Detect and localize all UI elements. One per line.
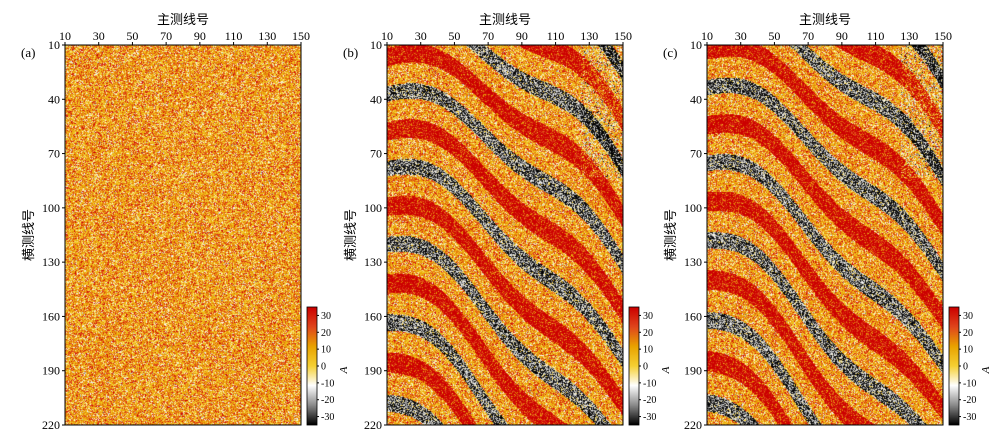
panel-c-colorbar-tick-label: 20 [963,328,973,339]
panel-c-colorbar-tick-label: 10 [963,345,973,356]
panel-b-colorbar-tick-label: 30 [643,311,653,322]
panel-c-colorbar-tick-label: 0 [963,362,968,373]
panel-c-heatmap [707,45,943,425]
panel-b-colorbar-tick-label: 20 [643,328,653,339]
panel-b-x-tick-label: 130 [580,29,598,43]
panel-c-y-tick-label: 100 [684,201,702,215]
panel-c-x-tick-label: 50 [768,29,780,43]
panel-b-colorbar [629,307,639,425]
panel-a-colorbar-tick-label: 0 [321,362,326,373]
panel-b-y-tick-label: 220 [364,418,382,432]
panel-c-colorbar-tick-label: -30 [963,412,976,423]
panel-b: 10 30 50 70 90 110 130 150主测线号10407010013016019… [343,13,672,432]
panel-b-y-tick-label: 130 [364,255,382,269]
panel-c-y-label: 横测线号 [664,209,679,261]
panel-a-colorbar-tick-label: -30 [321,412,334,423]
panel-c-colorbar-label: A [980,366,992,374]
panel-b-colorbar-tick-label: 0 [643,362,648,373]
panel-a-label: (a) [21,45,35,60]
panel-a-y-tick-label: 40 [48,92,60,106]
panel-b-y-tick-label: 10 [370,38,382,52]
panel-a-colorbar-tick-label: -10 [321,378,334,389]
panel-b-colorbar-tick-label: -30 [643,412,656,423]
panel-b-colorbar-tick-label: 10 [643,345,653,356]
panel-a-colorbar-tick-label: -20 [321,395,334,406]
panel-a-y-tick-label: 160 [42,309,60,323]
panel-a-x-tick-label: 90 [194,29,206,43]
panel-b-y-tick-label: 40 [370,92,382,106]
panel-b-y-tick-label: 160 [364,309,382,323]
panel-a-colorbar-tick-label: 30 [321,311,331,322]
panel-c-frame [706,44,944,426]
panel-b-colorbar-label: A [660,366,672,374]
panel-c-label: (c) [663,45,677,60]
panel-c-x-tick-label: 110 [867,29,885,43]
panel-a-y-tick-label: 10 [48,38,60,52]
panel-b-y-tick-label: 70 [370,147,382,161]
panel-a-frame [64,44,302,426]
panel-c-y-tick-label: 10 [690,38,702,52]
panel-c-colorbar [949,307,959,425]
panel-c-x-tick-label: 30 [735,29,747,43]
panel-c-colorbar-tick-label: -10 [963,378,976,389]
panel-b-y-tick-label: 100 [364,201,382,215]
panel-a-heatmap [65,45,301,425]
panel-a-x-tick-label: 30 [93,29,105,43]
panel-b-x-label: 主测线号 [479,13,531,28]
panel-a-y-tick-label: 220 [42,418,60,432]
panel-a-colorbar-label: A [338,366,350,374]
panel-c-y-tick-label: 220 [684,418,702,432]
panel-a-colorbar [307,307,317,425]
panel-b-frame [386,44,624,426]
panel-b-x-tick-label: 70 [482,29,494,43]
panel-a-y-label: 横测线号 [22,209,37,261]
panel-c-colorbar-tick-label: 30 [963,311,973,322]
panel-b-x-tick-label: 30 [415,29,427,43]
panel-b-colorbar-tick-label: -10 [643,378,656,389]
panel-b-y-tick-label: 190 [364,364,382,378]
panel-c-y-tick-label: 130 [684,255,702,269]
panel-b-colorbar-tick-label: -20 [643,395,656,406]
panel-a-colorbar-tick-label: 20 [321,328,331,339]
panel-c-x-tick-label: 150 [934,29,952,43]
panel-a-y-tick-label: 190 [42,364,60,378]
panel-a-y-tick-label: 70 [48,147,60,161]
panel-a: 10 30 50 70 90 110 130 150主测线号10407010013016019… [21,13,350,432]
panel-b-x-tick-label: 110 [547,29,565,43]
panel-c-y-tick-label: 190 [684,364,702,378]
panel-c-colorbar-tick-label: -20 [963,395,976,406]
panel-a-x-tick-label: 150 [292,29,310,43]
panel-c-x-tick-label: 130 [900,29,918,43]
panel-b-x-tick-label: 90 [516,29,528,43]
panel-a-x-tick-label: 130 [258,29,276,43]
panel-b-label: (b) [343,45,358,60]
panel-a-y-tick-label: 100 [42,201,60,215]
panel-c-y-tick-label: 160 [684,309,702,323]
panel-c-x-tick-label: 70 [802,29,814,43]
panel-b-heatmap [387,45,623,425]
panel-a-x-tick-label: 10 [59,29,71,43]
panel-a-x-tick-label: 110 [225,29,243,43]
panel-a-x-tick-label: 70 [160,29,172,43]
panel-c-x-label: 主测线号 [799,13,851,28]
panel-b-y-label: 横测线号 [344,209,359,261]
panel-a-colorbar-tick-label: 10 [321,345,331,356]
panel-b-x-tick-label: 150 [614,29,632,43]
panel-c: 10 30 50 70 90 110 130 150主测线号10407010013016019… [663,13,992,432]
panel-c-y-tick-label: 40 [690,92,702,106]
panel-b-x-tick-label: 50 [448,29,460,43]
panel-a-x-tick-label: 50 [126,29,138,43]
panel-c-x-tick-label: 10 [701,29,713,43]
panel-c-y-tick-label: 70 [690,147,702,161]
panel-a-x-label: 主测线号 [157,13,209,28]
panel-b-x-tick-label: 10 [381,29,393,43]
panel-c-x-tick-label: 90 [836,29,848,43]
panel-a-y-tick-label: 130 [42,255,60,269]
